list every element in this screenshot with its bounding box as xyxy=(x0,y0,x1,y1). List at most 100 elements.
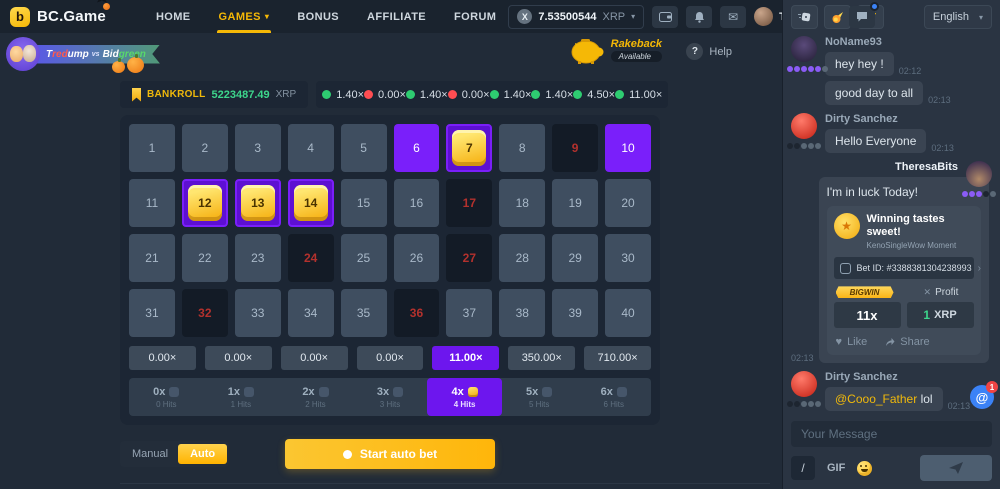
keno-tile[interactable]: 27 xyxy=(446,234,493,282)
keno-tile[interactable]: 11 xyxy=(129,179,175,227)
keno-tile[interactable]: 25 xyxy=(340,234,387,282)
wallet-button[interactable] xyxy=(652,5,679,28)
message-time: 02:13 xyxy=(947,401,971,412)
nav-link-games[interactable]: GAMES ▾ xyxy=(207,0,282,33)
keno-tile[interactable]: 26 xyxy=(393,234,440,282)
keno-tile[interactable]: 30 xyxy=(605,234,651,282)
keno-tile[interactable]: 16 xyxy=(393,179,440,227)
bet-id-link[interactable]: Bet ID: #3388381304238993 › xyxy=(833,257,981,280)
nav-link-forum[interactable]: FORUM xyxy=(454,10,497,23)
notifications-button[interactable] xyxy=(686,5,713,28)
keno-tile[interactable]: 5 xyxy=(340,124,387,172)
payout-chip: 0.00× xyxy=(204,346,272,370)
keno-tile[interactable]: 19 xyxy=(552,179,599,227)
keno-tile[interactable]: 10 xyxy=(605,124,651,172)
payout-chip: 0.00× xyxy=(129,346,196,370)
keno-tile[interactable]: 20 xyxy=(605,179,651,227)
auto-mode-button[interactable]: Auto xyxy=(178,444,228,464)
chevron-right-icon: › xyxy=(977,262,981,274)
chat-username[interactable]: Dirty Sanchez xyxy=(825,371,898,384)
like-button[interactable]: ♥ Like xyxy=(835,336,868,349)
keno-tile[interactable]: 24 xyxy=(287,234,334,282)
keno-tile[interactable]: 21 xyxy=(129,234,175,282)
win-card-header: ★ Winning tastes sweet! KenoSingleWow Mo… xyxy=(833,213,974,250)
start-auto-bet-button[interactable]: Start auto bet xyxy=(285,439,495,469)
keno-tile[interactable]: 22 xyxy=(181,234,228,282)
trending-button[interactable] xyxy=(824,5,851,29)
avatar[interactable] xyxy=(791,371,817,398)
keno-tile[interactable]: 14 xyxy=(287,179,334,227)
keno-tile[interactable]: 36 xyxy=(393,289,440,337)
nav-link-home[interactable]: HOME xyxy=(155,10,191,23)
keno-tile[interactable]: 9 xyxy=(552,124,599,172)
language-selector[interactable]: English ▾ xyxy=(923,5,992,29)
keno-tile[interactable]: 7 xyxy=(446,124,493,172)
keno-tile[interactable]: 32 xyxy=(181,289,228,337)
balance-selector[interactable]: X 7.53500544 XRP ▾ xyxy=(508,4,645,29)
win-card-title: Winning tastes sweet! xyxy=(866,213,945,239)
keno-tile[interactable]: 18 xyxy=(499,179,546,227)
keno-tile[interactable]: 28 xyxy=(499,234,546,282)
keno-tile[interactable]: 29 xyxy=(552,234,599,282)
chat-message-group: NoName93 hey hey ! 02:12 good day to all… xyxy=(787,36,992,105)
send-message-button[interactable] xyxy=(920,455,992,481)
nav-link-affiliate[interactable]: AFFILIATE xyxy=(367,10,427,23)
rakeback-widget[interactable]: Rakeback Available xyxy=(569,35,662,65)
chat-toggle-button[interactable] xyxy=(848,1,879,28)
keno-tile[interactable]: 34 xyxy=(287,289,334,337)
messages-button[interactable]: ✉ xyxy=(720,5,747,28)
bcgame-logo[interactable]: b BC.Game xyxy=(10,0,110,27)
keno-tile[interactable]: 23 xyxy=(234,234,281,282)
dice-icon xyxy=(797,12,810,22)
chat-input-toolbar: / GIF xyxy=(791,455,992,481)
result-dot-icon xyxy=(447,90,457,99)
gif-button[interactable]: GIF xyxy=(827,462,846,474)
keno-tile[interactable]: 35 xyxy=(340,289,387,337)
message-text: I'm in luck Today! xyxy=(826,185,918,199)
keno-tile[interactable]: 2 xyxy=(181,124,228,172)
logo-icon: b xyxy=(10,6,30,27)
result-dot-icon xyxy=(531,90,541,99)
keno-tile[interactable]: 3 xyxy=(234,124,281,172)
avatar[interactable] xyxy=(791,36,817,62)
bet-id-text: Bet ID: #3388381304238993 xyxy=(856,263,972,274)
manual-mode-button[interactable]: Manual xyxy=(132,448,169,460)
chat-message-input[interactable] xyxy=(791,421,992,447)
chat-rules-button[interactable] xyxy=(791,5,818,29)
keno-tile[interactable]: 15 xyxy=(340,179,387,227)
payout-chip: 350.00× xyxy=(508,346,576,370)
chat-username[interactable]: Dirty Sanchez xyxy=(825,113,898,125)
keno-tile[interactable]: 17 xyxy=(446,179,493,227)
hits-cell: 1x 1 Hits xyxy=(204,378,279,416)
bankroll-display: BANKROLL 5223487.49 XRP xyxy=(120,81,309,108)
mentions-notification-badge[interactable]: @1 xyxy=(970,381,998,409)
chat-username[interactable]: NoName93 xyxy=(825,36,882,48)
avatar[interactable] xyxy=(791,113,817,139)
keno-tile[interactable]: 33 xyxy=(234,289,281,337)
mention-link[interactable]: @Cooo_Father xyxy=(835,392,918,407)
keno-tile[interactable]: 38 xyxy=(499,289,546,337)
bet-controls: Manual Auto Start auto bet xyxy=(120,439,660,469)
chat-bubble-icon xyxy=(856,12,867,22)
keno-tile[interactable]: 1 xyxy=(129,124,175,172)
keno-tile[interactable]: 40 xyxy=(605,289,651,337)
share-icon xyxy=(886,338,895,347)
nav-link-bonus[interactable]: BONUS xyxy=(297,10,340,23)
keno-board: 1 2 3 4 5 6 7 8 9 10 11 12 13 14 15 16 1 xyxy=(120,115,660,425)
slash-command-button[interactable]: / xyxy=(791,456,815,480)
share-button[interactable]: Share xyxy=(885,336,930,348)
keno-tile[interactable]: 31 xyxy=(129,289,175,337)
keno-tile[interactable]: 13 xyxy=(234,179,281,227)
chat-username[interactable]: TheresaBits xyxy=(895,161,958,173)
avatar[interactable] xyxy=(966,161,992,187)
keno-tile[interactable]: 6 xyxy=(393,124,440,172)
keno-tile[interactable]: 8 xyxy=(499,124,546,172)
keno-tile[interactable]: 39 xyxy=(552,289,599,337)
chat-header: English ▾ xyxy=(783,0,1000,34)
keno-tile[interactable]: 37 xyxy=(446,289,493,337)
emoji-picker-button[interactable] xyxy=(857,460,873,476)
keno-tile[interactable]: 12 xyxy=(181,179,228,227)
help-button[interactable]: ? Help xyxy=(686,43,732,60)
keno-tile[interactable]: 4 xyxy=(287,124,334,172)
